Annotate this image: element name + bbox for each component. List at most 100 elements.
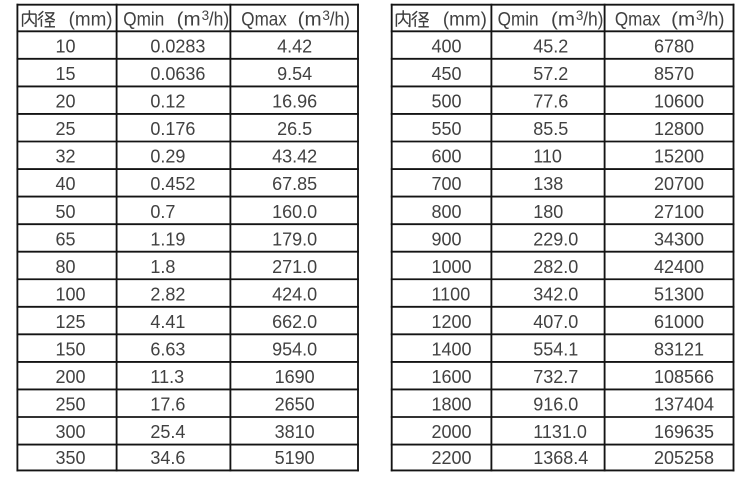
svg-text:3: 3: [576, 8, 584, 23]
svg-text:424.0: 424.0: [272, 284, 317, 304]
svg-text:179.0: 179.0: [272, 229, 317, 249]
svg-text:10: 10: [56, 37, 76, 57]
svg-text:282.0: 282.0: [533, 257, 578, 277]
svg-text:2.82: 2.82: [150, 284, 185, 304]
svg-text:800: 800: [432, 202, 462, 222]
svg-text:200: 200: [56, 367, 86, 387]
svg-text:229.0: 229.0: [533, 229, 578, 249]
svg-text:/h): /h): [703, 10, 724, 31]
svg-text:0.0636: 0.0636: [150, 64, 205, 84]
svg-text:407.0: 407.0: [533, 312, 578, 332]
svg-text:17.6: 17.6: [150, 395, 185, 415]
svg-text:3: 3: [696, 8, 704, 23]
svg-text:450: 450: [432, 64, 462, 84]
svg-text:1800: 1800: [432, 395, 472, 415]
svg-text:0.12: 0.12: [150, 92, 185, 112]
svg-text:550: 550: [432, 119, 462, 139]
svg-text:25.4: 25.4: [150, 422, 185, 442]
svg-text:1131.0: 1131.0: [533, 422, 587, 442]
svg-text:10600: 10600: [654, 92, 704, 112]
svg-text:3810: 3810: [275, 422, 315, 442]
svg-text:16.96: 16.96: [272, 92, 317, 112]
svg-text:500: 500: [432, 92, 462, 112]
svg-text:9.54: 9.54: [277, 64, 312, 84]
svg-text:(mm): (mm): [69, 10, 113, 31]
svg-text:43.42: 43.42: [272, 147, 317, 167]
svg-text:180: 180: [533, 202, 563, 222]
svg-text:45.2: 45.2: [533, 37, 568, 57]
svg-text:(m: (m: [298, 10, 322, 31]
svg-text:11.3: 11.3: [150, 367, 184, 387]
svg-text:2000: 2000: [432, 422, 472, 442]
svg-text:80: 80: [56, 257, 76, 277]
svg-text:85.5: 85.5: [533, 119, 568, 139]
svg-text:1368.4: 1368.4: [533, 448, 588, 468]
svg-text:350: 350: [56, 448, 86, 468]
svg-text:300: 300: [56, 422, 86, 442]
svg-text:916.0: 916.0: [533, 395, 578, 415]
svg-text:2200: 2200: [432, 448, 472, 468]
svg-text:6780: 6780: [654, 37, 694, 57]
svg-text:1.8: 1.8: [150, 257, 175, 277]
svg-text:3: 3: [202, 8, 210, 23]
svg-text:0.29: 0.29: [150, 147, 185, 167]
svg-text:6.63: 6.63: [150, 340, 185, 360]
svg-text:100: 100: [56, 284, 86, 304]
svg-text:15: 15: [56, 64, 76, 84]
svg-text:83121: 83121: [654, 340, 704, 360]
svg-text:4.42: 4.42: [277, 37, 312, 57]
svg-text:150: 150: [56, 340, 86, 360]
svg-text:34300: 34300: [654, 229, 704, 249]
svg-text:900: 900: [432, 229, 462, 249]
svg-text:57.2: 57.2: [533, 64, 568, 84]
svg-text:1100: 1100: [432, 284, 471, 304]
svg-text:1690: 1690: [275, 367, 315, 387]
svg-text:400: 400: [432, 37, 462, 57]
svg-text:27100: 27100: [654, 202, 704, 222]
svg-text:2650: 2650: [275, 395, 315, 415]
svg-text:160.0: 160.0: [272, 202, 317, 222]
svg-text:15200: 15200: [654, 147, 704, 167]
svg-text:662.0: 662.0: [272, 312, 317, 332]
svg-text:(mm): (mm): [443, 10, 487, 31]
svg-text:342.0: 342.0: [533, 284, 578, 304]
svg-text:205258: 205258: [654, 448, 714, 468]
svg-text:Qmin: Qmin: [498, 10, 539, 31]
svg-text:34.6: 34.6: [150, 448, 185, 468]
svg-text:20700: 20700: [654, 174, 704, 194]
svg-text:77.6: 77.6: [533, 92, 568, 112]
svg-text:108566: 108566: [654, 367, 714, 387]
svg-text:Qmax: Qmax: [615, 10, 661, 31]
svg-text:250: 250: [56, 395, 86, 415]
svg-text:138: 138: [533, 174, 563, 194]
svg-text:0.452: 0.452: [150, 174, 195, 194]
svg-text:12800: 12800: [654, 119, 704, 139]
svg-text:25: 25: [56, 119, 76, 139]
svg-text:/h): /h): [209, 10, 229, 31]
svg-text:/h): /h): [583, 10, 603, 31]
svg-text:51300: 51300: [654, 284, 704, 304]
svg-text:954.0: 954.0: [272, 340, 317, 360]
svg-text:700: 700: [432, 174, 462, 194]
svg-text:Qmax: Qmax: [241, 10, 287, 31]
svg-text:137404: 137404: [654, 395, 714, 415]
svg-text:(m: (m: [551, 10, 575, 31]
svg-text:1400: 1400: [432, 340, 472, 360]
svg-text:50: 50: [56, 202, 76, 222]
svg-text:32: 32: [56, 147, 76, 167]
svg-text:42400: 42400: [654, 257, 704, 277]
svg-text:(m: (m: [671, 10, 695, 31]
svg-text:8570: 8570: [654, 64, 694, 84]
svg-text:4.41: 4.41: [150, 312, 185, 332]
svg-text:26.5: 26.5: [277, 119, 312, 139]
svg-text:125: 125: [56, 312, 86, 332]
svg-text:169635: 169635: [654, 422, 714, 442]
svg-text:5190: 5190: [275, 448, 315, 468]
svg-text:0.176: 0.176: [150, 119, 195, 139]
svg-text:110: 110: [533, 147, 562, 167]
svg-text:0.0283: 0.0283: [150, 37, 205, 57]
svg-text:65: 65: [56, 229, 76, 249]
svg-text:554.1: 554.1: [533, 340, 578, 360]
svg-text:1600: 1600: [432, 367, 472, 387]
svg-text:3: 3: [322, 8, 330, 23]
